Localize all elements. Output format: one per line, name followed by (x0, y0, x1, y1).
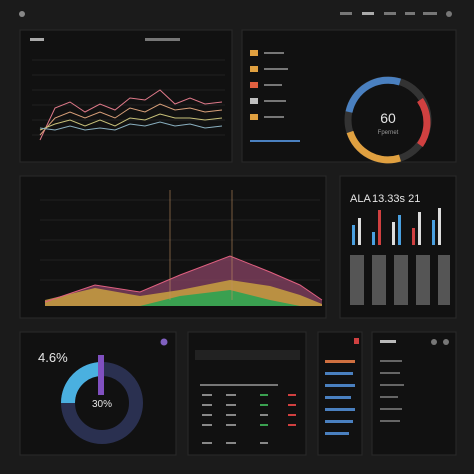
logo (19, 11, 25, 17)
nav-item[interactable] (423, 12, 437, 15)
donut-center: 30% (92, 399, 112, 410)
table-header (195, 350, 300, 360)
panel-header (145, 38, 180, 41)
line-decor (39, 89, 223, 141)
gauge (344, 76, 432, 164)
nav-item[interactable] (362, 12, 374, 15)
panel (19, 29, 233, 163)
list (250, 50, 300, 142)
table-decor (200, 384, 296, 444)
panel-header (30, 38, 44, 41)
list-decor (325, 338, 359, 435)
donut-value: 4.6% (38, 350, 68, 365)
donut (61, 355, 143, 444)
gauge-value: 60 (380, 110, 396, 126)
nav-item[interactable] (340, 12, 352, 15)
panel (371, 331, 457, 456)
list-decor (380, 339, 449, 422)
metric-code: ALA (350, 193, 371, 205)
gauge-caption: Fpernet (378, 130, 399, 136)
area-decor (44, 190, 323, 306)
avatar[interactable] (446, 11, 452, 17)
grid (40, 199, 320, 281)
nav-item[interactable] (384, 12, 396, 15)
grid (32, 59, 225, 136)
menu-button[interactable] (160, 338, 168, 346)
nav-item[interactable] (405, 12, 415, 15)
panel (317, 331, 363, 456)
bar-decor (350, 208, 450, 305)
metric-figure: 13.33s 21 (372, 193, 420, 205)
